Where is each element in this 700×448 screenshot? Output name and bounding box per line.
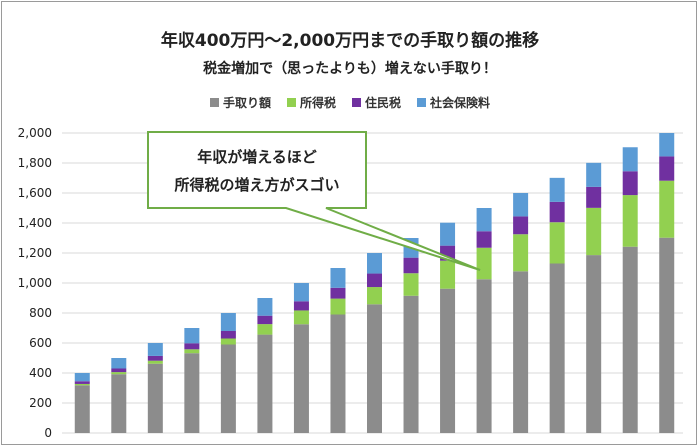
bar-segment-income-tax (147, 360, 163, 364)
legend-label-social-insurance: 社会保険料 (430, 96, 491, 110)
y-tick-label: 200 (29, 396, 52, 410)
bar-segment-resident-tax (184, 343, 200, 350)
callout: 年収が増えるほど 所得税の増え方がスゴい (147, 131, 481, 271)
bar-segment-take-home (330, 314, 346, 433)
bar-segment-resident-tax (549, 201, 565, 223)
bar-segment-resident-tax (513, 216, 529, 235)
bar-segment-resident-tax (622, 171, 638, 196)
bar-segment-take-home (257, 334, 273, 433)
bar-series (74, 133, 675, 433)
bar-segment-take-home (403, 295, 419, 433)
bar-segment-income-tax (440, 260, 456, 289)
bar-segment-social-insurance (220, 313, 236, 331)
bar-segment-resident-tax (257, 315, 273, 325)
y-tick-label: 1,400 (18, 216, 52, 230)
bar-segment-social-insurance (147, 343, 163, 356)
bar-segment-take-home (622, 246, 638, 433)
callout-text-line-1: 年収が増えるほど (197, 148, 317, 166)
chart-subtitle: 税金増加で（思ったよりも）増えない手取り！ (203, 61, 497, 77)
bar-segment-income-tax (549, 222, 565, 264)
bar-segment-resident-tax (293, 301, 309, 311)
y-tick-label: 1,200 (18, 246, 52, 260)
bar-segment-income-tax (111, 372, 127, 375)
bar-segment-income-tax (403, 273, 419, 296)
legend-item-take-home: 手取り額 (209, 94, 271, 111)
bar-segment-take-home (293, 324, 309, 433)
bar-segment-social-insurance (513, 193, 529, 217)
bar-segment-social-insurance (111, 358, 127, 369)
bar-segment-resident-tax (74, 381, 90, 384)
bar-segment-social-insurance (367, 253, 382, 274)
y-tick-label: 600 (29, 336, 52, 350)
y-tick-label: 1,800 (18, 156, 52, 170)
callout-text-line-2: 所得税の増え方がスゴい (174, 176, 339, 194)
bar-segment-social-insurance (586, 162, 602, 187)
bar-segment-income-tax (293, 310, 309, 325)
legend-item-social-insurance: 社会保険料 (417, 94, 490, 111)
bar-segment-take-home (111, 374, 127, 433)
bar-segment-social-insurance (74, 373, 90, 382)
bar-segment-social-insurance (257, 298, 273, 316)
bar-segment-take-home (367, 304, 382, 433)
bar-segment-social-insurance (293, 283, 309, 302)
bar-segment-social-insurance (476, 208, 492, 232)
bar-segment-resident-tax (476, 231, 492, 248)
bar-segment-resident-tax (147, 355, 163, 361)
bar-segment-resident-tax (111, 368, 127, 373)
bar-segment-resident-tax (220, 331, 236, 339)
legend-swatch-social-insurance (417, 98, 427, 107)
bar-segment-take-home (184, 353, 200, 433)
bar-segment-income-tax (586, 207, 602, 256)
bar-segment-take-home (659, 237, 675, 433)
bar-segment-take-home (513, 271, 529, 433)
legend-item-resident-tax: 住民税 (352, 94, 401, 111)
bar-segment-social-insurance (330, 268, 346, 288)
bar-segment-take-home (220, 344, 236, 433)
bar-segment-resident-tax (403, 257, 419, 274)
bar-segment-take-home (74, 385, 90, 433)
bar-segment-income-tax (330, 298, 346, 315)
bar-segment-income-tax (184, 349, 200, 354)
bar-segment-income-tax (476, 247, 492, 280)
legend-swatch-income-tax (286, 98, 296, 107)
bar-segment-resident-tax (586, 186, 602, 208)
bar-segment-take-home (586, 255, 602, 433)
bar-segment-income-tax (513, 234, 529, 272)
y-tick-label: 0 (44, 426, 52, 440)
bar-segment-social-insurance (549, 177, 565, 202)
bar-segment-take-home (440, 288, 456, 433)
bar-segment-income-tax (659, 180, 675, 238)
bar-segment-income-tax (367, 287, 382, 305)
bar-segment-social-insurance (440, 222, 456, 246)
y-tick-label: 800 (29, 306, 52, 320)
y-tick-label: 1,600 (18, 186, 52, 200)
y-tick-label: 400 (29, 366, 52, 380)
bar-segment-resident-tax (367, 273, 382, 288)
legend-item-income-tax: 所得税 (286, 94, 336, 111)
bar-segment-resident-tax (330, 287, 346, 299)
legend-swatch-take-home (209, 98, 219, 107)
legend-label-income-tax: 所得税 (299, 96, 336, 110)
chart-title: 年収400万円〜2,000万円までの手取り額の推移 (160, 31, 540, 51)
bar-segment-income-tax (74, 383, 90, 386)
y-tick-label: 2,000 (18, 126, 52, 140)
bar-segment-income-tax (622, 195, 638, 247)
legend-label-take-home: 手取り額 (222, 96, 271, 110)
bar-segment-income-tax (220, 338, 236, 345)
y-axis-tick-labels: 0 200 400 600 800 1,000 1,200 1,400 1,600 1,800 2,… (18, 126, 52, 440)
bar-segment-take-home (147, 363, 163, 433)
bar-segment-take-home (476, 279, 492, 433)
bar-segment-resident-tax (659, 156, 675, 181)
bar-segment-social-insurance (184, 328, 200, 344)
callout-box (147, 131, 481, 271)
legend-label-resident-tax: 住民税 (365, 96, 402, 110)
chart-legend: 手取り額 所得税 住民税 社会保険料 (0, 94, 700, 111)
bar-segment-social-insurance (622, 147, 638, 172)
bar-segment-income-tax (257, 324, 273, 335)
legend-swatch-resident-tax (352, 98, 361, 107)
y-tick-label: 1,000 (18, 276, 52, 290)
bar-segment-social-insurance (659, 133, 675, 157)
bar-segment-take-home (549, 263, 565, 433)
